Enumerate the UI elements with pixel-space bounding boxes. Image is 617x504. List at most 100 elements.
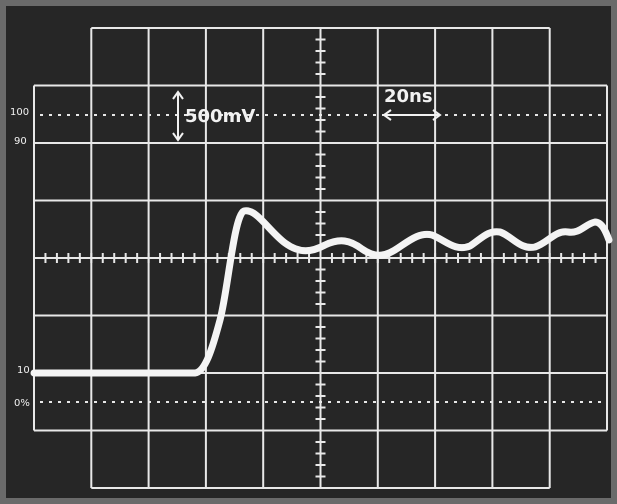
- ref-dot: [382, 401, 385, 403]
- ref-dot: [472, 401, 475, 403]
- ref-dot: [265, 401, 268, 403]
- ref-dot: [202, 401, 205, 403]
- ref-dot: [535, 401, 538, 403]
- level-label: 100: [10, 107, 29, 118]
- time-scale: 20ns: [384, 86, 433, 107]
- ref-dot: [166, 114, 169, 116]
- ref-dot: [310, 114, 313, 116]
- ref-dot: [499, 114, 502, 116]
- ref-dot: [328, 114, 331, 116]
- ref-dot: [148, 401, 151, 403]
- ref-dot: [364, 114, 367, 116]
- ref-dot: [526, 401, 529, 403]
- ref-dot: [112, 401, 115, 403]
- ref-dot: [76, 114, 79, 116]
- ref-dot: [436, 401, 439, 403]
- ref-dot: [508, 114, 511, 116]
- ref-dot: [292, 114, 295, 116]
- level-label: 10: [17, 365, 30, 376]
- ref-dot: [427, 401, 430, 403]
- ref-dot: [481, 114, 484, 116]
- ref-dot: [85, 114, 88, 116]
- ref-dot: [58, 114, 61, 116]
- ref-dot: [499, 401, 502, 403]
- ref-dot: [472, 114, 475, 116]
- ref-dot: [139, 114, 142, 116]
- ref-dot: [247, 401, 250, 403]
- ref-dot: [508, 401, 511, 403]
- ref-dot: [157, 401, 160, 403]
- ref-dot: [544, 114, 547, 116]
- ref-dot: [346, 401, 349, 403]
- ref-dot: [310, 401, 313, 403]
- ref-dot: [283, 114, 286, 116]
- ref-dot: [256, 401, 259, 403]
- ref-dot: [544, 401, 547, 403]
- ref-dot: [400, 401, 403, 403]
- ref-dot: [220, 401, 223, 403]
- ref-dot: [580, 401, 583, 403]
- ref-dot: [454, 114, 457, 116]
- ref-dot: [490, 114, 493, 116]
- ref-dot: [526, 114, 529, 116]
- ref-dot: [337, 114, 340, 116]
- ref-dot: [490, 401, 493, 403]
- ref-dot: [481, 401, 484, 403]
- ref-dot: [148, 114, 151, 116]
- ref-dot: [571, 114, 574, 116]
- ref-dot: [589, 401, 592, 403]
- ref-dot: [571, 401, 574, 403]
- ref-dot: [103, 401, 106, 403]
- ref-dot: [409, 401, 412, 403]
- ref-dot: [274, 401, 277, 403]
- ref-dot: [355, 401, 358, 403]
- ref-dot: [364, 401, 367, 403]
- ref-dot: [328, 401, 331, 403]
- ref-dot: [256, 114, 259, 116]
- ref-dot: [292, 401, 295, 403]
- ref-dot: [373, 114, 376, 116]
- ref-dot: [229, 401, 232, 403]
- ref-dot: [49, 401, 52, 403]
- ref-dot: [58, 401, 61, 403]
- ref-dot: [598, 401, 601, 403]
- ref-dot: [589, 114, 592, 116]
- ref-dot: [85, 401, 88, 403]
- ref-dot: [130, 401, 133, 403]
- ref-dot: [49, 114, 52, 116]
- level-label: 0%: [14, 398, 30, 409]
- volt-scale: 500mV: [185, 106, 255, 127]
- ref-dot: [274, 114, 277, 116]
- ref-dot: [301, 401, 304, 403]
- ref-dot: [40, 114, 43, 116]
- ref-dot: [535, 114, 538, 116]
- ref-dot: [598, 114, 601, 116]
- ref-dot: [157, 114, 160, 116]
- ref-dot: [112, 114, 115, 116]
- ref-dot: [463, 401, 466, 403]
- ref-dot: [463, 114, 466, 116]
- ref-dot: [76, 401, 79, 403]
- ref-dot: [319, 401, 322, 403]
- ref-dot: [454, 401, 457, 403]
- ref-dot: [337, 401, 340, 403]
- ref-dot: [40, 401, 43, 403]
- ref-dot: [238, 401, 241, 403]
- ref-dot: [103, 114, 106, 116]
- ref-dot: [553, 114, 556, 116]
- ref-dot: [355, 114, 358, 116]
- ref-dot: [166, 401, 169, 403]
- ref-dot: [445, 114, 448, 116]
- ref-dot: [373, 401, 376, 403]
- ref-dot: [517, 114, 520, 116]
- ref-dot: [562, 114, 565, 116]
- ref-dot: [265, 114, 268, 116]
- ref-dot: [67, 401, 70, 403]
- ref-dot: [580, 114, 583, 116]
- ref-dot: [301, 114, 304, 116]
- ref-dot: [184, 401, 187, 403]
- ref-dot: [553, 401, 556, 403]
- ref-dot: [283, 401, 286, 403]
- ref-dot: [445, 401, 448, 403]
- ref-dot: [139, 401, 142, 403]
